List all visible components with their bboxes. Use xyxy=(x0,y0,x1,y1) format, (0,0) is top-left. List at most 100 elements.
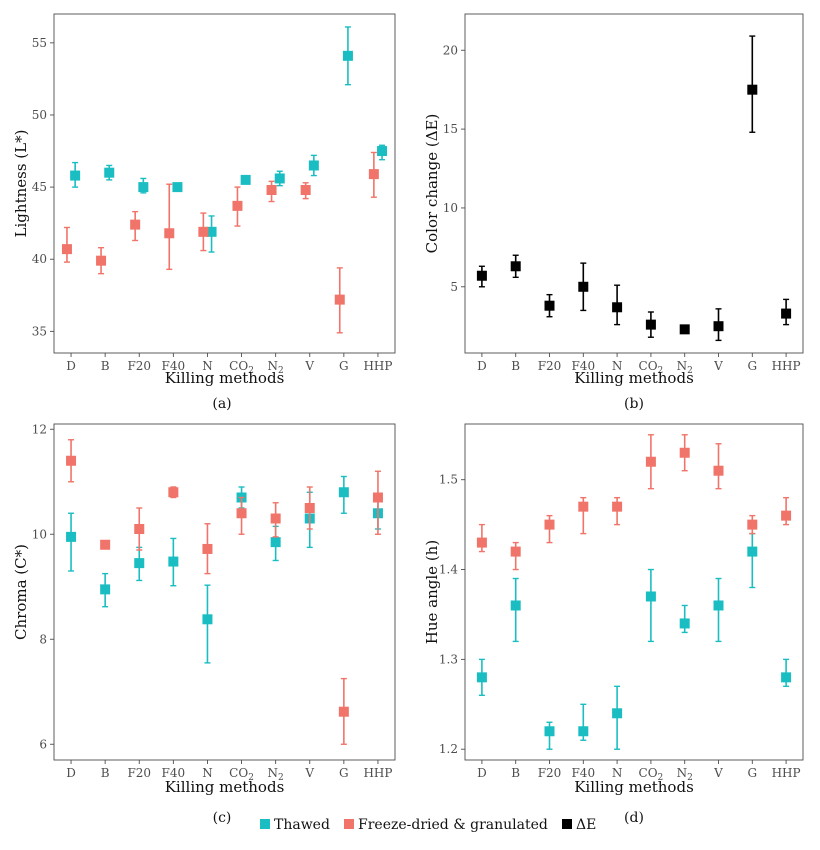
x-tick-label: V xyxy=(304,766,314,780)
x-tick-label: HHP xyxy=(363,359,392,373)
plot-frame xyxy=(53,423,396,761)
x-tick-label: F40 xyxy=(162,766,186,780)
x-tick-label: F20 xyxy=(538,359,562,373)
x-tick-label: V xyxy=(713,359,723,373)
data-point xyxy=(713,600,724,611)
y-tick-label: 5 xyxy=(450,280,458,294)
data-point xyxy=(747,84,758,95)
x-tick-label: B xyxy=(101,766,110,780)
y-axis-title: Lightness (L*) xyxy=(12,130,30,238)
data-point xyxy=(66,455,77,466)
data-point xyxy=(476,672,487,683)
data-point xyxy=(747,519,758,530)
data-point xyxy=(781,308,792,319)
data-point xyxy=(70,170,81,181)
plot-frame xyxy=(464,423,804,761)
data-point xyxy=(510,261,521,272)
y-tick-label: 1.4 xyxy=(439,563,458,577)
x-tick-label: N xyxy=(202,766,213,780)
x-tick-label: N2 xyxy=(268,766,284,783)
y-tick-label: 1.3 xyxy=(439,652,458,666)
data-point xyxy=(338,487,349,498)
x-tick-label: N xyxy=(612,766,623,780)
x-tick-label: V xyxy=(713,766,723,780)
plot-frame xyxy=(464,13,804,354)
x-tick-label: F40 xyxy=(162,359,186,373)
x-axis-title: Killing methods xyxy=(574,778,694,796)
data-point xyxy=(781,672,792,683)
x-tick-label: B xyxy=(101,359,110,373)
data-point xyxy=(134,558,145,569)
x-tick-label: N2 xyxy=(677,766,693,783)
x-tick-label: G xyxy=(748,359,758,373)
y-tick-label: 8 xyxy=(39,632,47,646)
y-axis-title: Chroma (C*) xyxy=(12,544,30,640)
x-tick-label: N2 xyxy=(677,359,693,376)
data-point xyxy=(612,708,623,719)
data-point xyxy=(236,508,247,519)
data-point xyxy=(645,456,656,467)
data-point xyxy=(100,584,111,595)
x-tick-label: HHP xyxy=(772,359,801,373)
data-point xyxy=(578,501,589,512)
x-tick-label: V xyxy=(304,359,314,373)
data-point xyxy=(679,324,690,335)
y-tick-label: 1.5 xyxy=(439,473,458,487)
panel-label: (c) xyxy=(213,810,232,826)
data-point xyxy=(138,182,149,193)
data-point xyxy=(168,487,179,498)
data-point xyxy=(266,184,277,195)
x-tick-label: CO2 xyxy=(229,359,254,376)
legend: Thawed Freeze-dried & granulated ΔE xyxy=(260,817,596,833)
x-tick-label: CO2 xyxy=(639,766,664,783)
data-point xyxy=(168,556,179,567)
x-tick-label: G xyxy=(339,766,349,780)
x-tick-label: D xyxy=(477,359,487,373)
y-axis-title: Hue angle (h) xyxy=(423,540,441,644)
data-point xyxy=(104,167,115,178)
y-axis-title: Color change (ΔE) xyxy=(423,114,441,254)
data-point xyxy=(206,226,217,237)
data-point xyxy=(342,50,353,61)
y-tick-label: 10 xyxy=(32,527,47,541)
data-point xyxy=(334,294,345,305)
data-point xyxy=(713,321,724,332)
x-tick-label: F40 xyxy=(571,766,595,780)
x-tick-label: F20 xyxy=(538,766,562,780)
data-point xyxy=(747,546,758,557)
x-tick-label: CO2 xyxy=(639,359,664,376)
y-tick-label: 15 xyxy=(443,122,458,136)
panel-1: 35 40 45 50 55 D B F20 F40 N CO2 N2 V G HHP Killing met… xyxy=(12,13,396,412)
data-point xyxy=(308,160,319,171)
x-tick-label: B xyxy=(511,766,520,780)
data-point xyxy=(232,200,243,211)
x-tick-label: D xyxy=(66,766,76,780)
panel-label: (a) xyxy=(212,396,231,412)
y-tick-label: 35 xyxy=(32,324,47,338)
x-axis-title: Killing methods xyxy=(574,369,694,387)
panels: 35 40 45 50 55 D B F20 F40 N CO2 N2 V G HHP Killing met… xyxy=(12,13,804,826)
y-tick-label: 10 xyxy=(443,201,458,215)
x-tick-label: F40 xyxy=(571,359,595,373)
data-point xyxy=(544,726,555,737)
data-point xyxy=(198,226,209,237)
y-tick-label: 20 xyxy=(443,43,458,57)
y-tick-label: 1.2 xyxy=(439,742,458,756)
y-tick-label: 55 xyxy=(32,36,47,50)
series-1 xyxy=(476,532,792,750)
data-point xyxy=(300,184,311,195)
x-tick-label: N xyxy=(612,359,623,373)
series-1 xyxy=(476,35,792,342)
series-1 xyxy=(70,26,388,253)
data-point xyxy=(61,244,72,255)
data-point xyxy=(164,228,175,239)
data-point xyxy=(134,524,145,534)
panel-label: (d) xyxy=(624,810,644,826)
y-tick-label: 6 xyxy=(39,737,47,751)
data-point xyxy=(338,706,349,717)
data-point xyxy=(172,182,183,193)
x-tick-label: HHP xyxy=(772,766,801,780)
data-point xyxy=(612,501,623,512)
data-point xyxy=(645,591,656,602)
legend-label-delta: ΔE xyxy=(576,817,596,833)
